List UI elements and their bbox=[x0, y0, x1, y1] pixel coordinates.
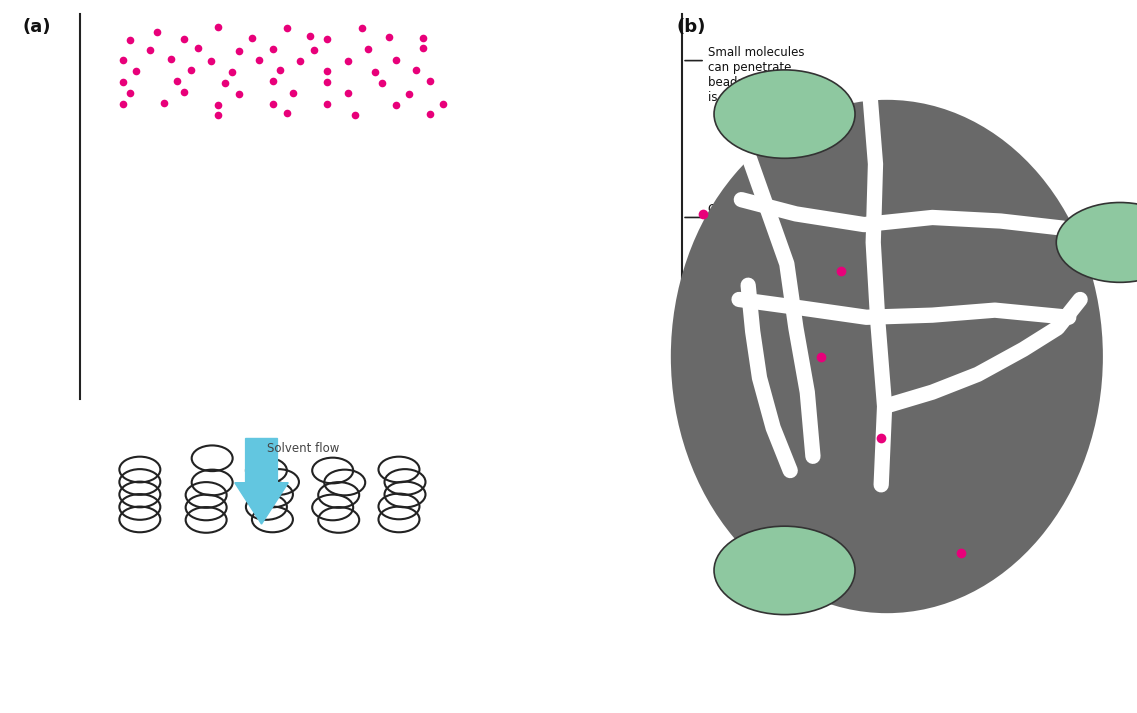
FancyArrow shape bbox=[235, 438, 289, 524]
Text: Solvent flow: Solvent flow bbox=[267, 442, 340, 455]
Text: Large molecules
move between
beads: Large molecules move between beads bbox=[708, 346, 805, 389]
Text: (a): (a) bbox=[23, 18, 51, 36]
Text: Small molecules
can penetrate
beads; passage
is retarded: Small molecules can penetrate beads; pas… bbox=[708, 46, 805, 104]
Ellipse shape bbox=[671, 100, 1103, 613]
Circle shape bbox=[714, 70, 855, 158]
Circle shape bbox=[714, 526, 855, 615]
Text: Column of
stationary
porous beads: Column of stationary porous beads bbox=[708, 203, 788, 246]
Circle shape bbox=[1056, 202, 1137, 282]
Text: (b): (b) bbox=[677, 18, 706, 36]
